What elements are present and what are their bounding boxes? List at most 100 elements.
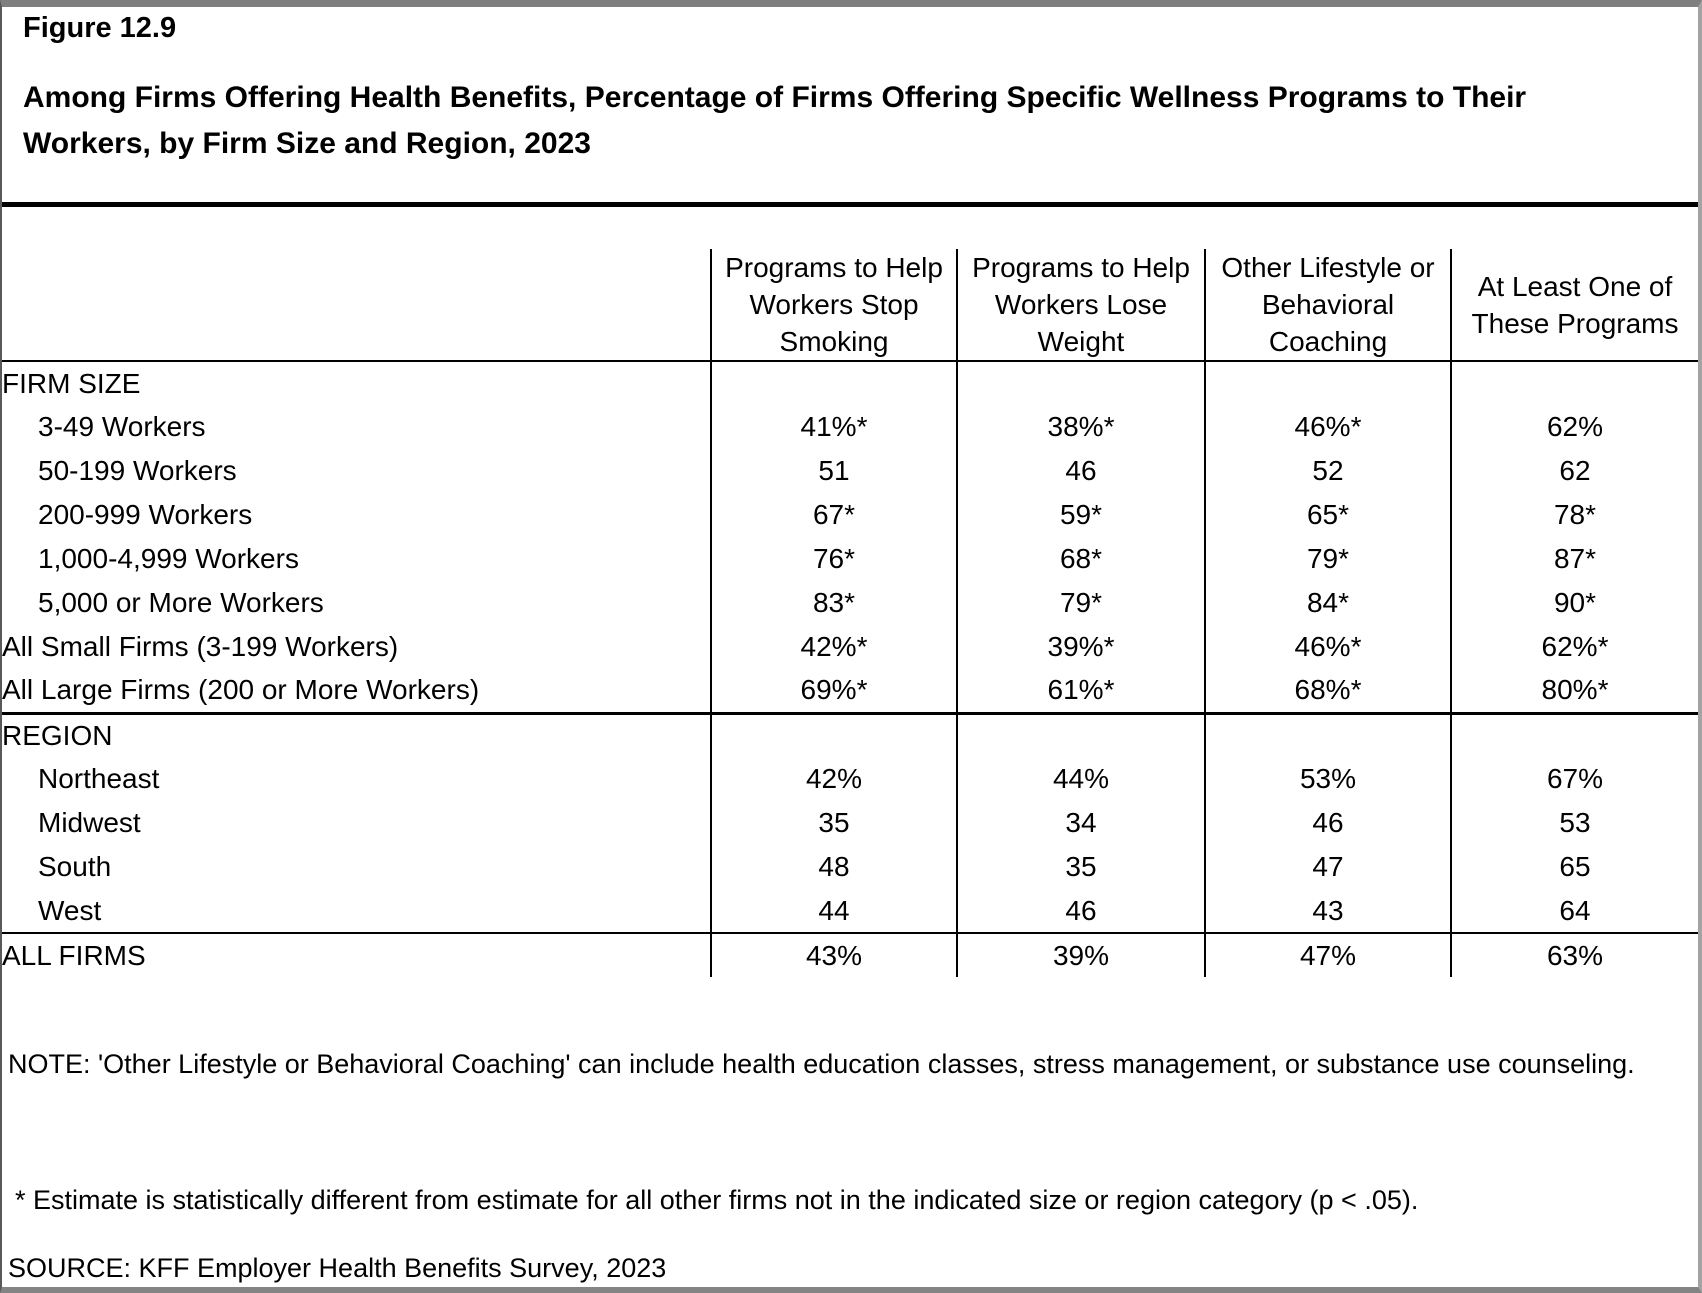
row-label: West — [38, 894, 102, 926]
row-label: ALL FIRMS — [2, 932, 711, 977]
value-cell — [710, 361, 957, 405]
value-cell: 42%* — [710, 625, 957, 669]
corner-cell — [2, 249, 711, 362]
figure-number: Figure 12.9 — [23, 12, 177, 44]
value-cell: 69%* — [710, 669, 957, 713]
row-label: 5,000 or More Workers — [38, 587, 324, 618]
value-cell: 46%* — [1204, 405, 1451, 449]
total-row: ALL FIRMS 43% 39% 47% 63% — [2, 932, 1698, 977]
value-cell: 44% — [956, 757, 1205, 801]
value-cell: 64 — [1450, 889, 1698, 933]
value-cell: 48 — [710, 845, 957, 889]
value-cell: 47% — [1204, 932, 1451, 977]
value-cell: 38%* — [956, 405, 1205, 449]
column-header-2: Programs to Help Workers Lose Weight — [956, 249, 1205, 362]
data-row: South 48 35 47 65 — [2, 845, 1698, 889]
value-cell: 46 — [956, 449, 1205, 493]
value-cell: 46 — [956, 889, 1205, 933]
row-label: 3-49 Workers — [38, 411, 206, 442]
value-cell — [956, 361, 1205, 405]
value-cell: 84* — [1204, 581, 1451, 625]
value-cell: 87* — [1450, 537, 1698, 581]
data-row: 50-199 Workers 51 46 52 62 — [2, 449, 1698, 493]
value-cell: 79* — [956, 581, 1205, 625]
row-label: Midwest — [38, 807, 141, 838]
row-label: FIRM SIZE — [2, 367, 141, 399]
data-row: 200-999 Workers 67* 59* 65* 78* — [2, 493, 1698, 537]
value-cell: 44 — [710, 889, 957, 933]
table-header: Programs to Help Workers Stop Smoking Pro… — [2, 249, 1698, 362]
value-cell: 53 — [1450, 801, 1698, 845]
value-cell — [1450, 711, 1698, 757]
data-row: Midwest 35 34 46 53 — [2, 801, 1698, 845]
value-cell — [1204, 361, 1451, 405]
value-cell: 46 — [1204, 801, 1451, 845]
value-cell: 67% — [1450, 757, 1698, 801]
section-header-row: FIRM SIZE — [2, 361, 1698, 405]
value-cell: 65* — [1204, 493, 1451, 537]
value-cell: 39%* — [956, 625, 1205, 669]
value-cell: 34 — [956, 801, 1205, 845]
value-cell: 61%* — [956, 669, 1205, 713]
value-cell: 62%* — [1450, 625, 1698, 669]
value-cell: 41%* — [710, 405, 957, 449]
value-cell: 47 — [1204, 845, 1451, 889]
value-cell — [956, 711, 1205, 757]
value-cell: 76* — [710, 537, 957, 581]
data-row: All Large Firms (200 or More Workers) 69%… — [2, 669, 1698, 713]
wellness-programs-table: Programs to Help Workers Stop Smoking Pro… — [2, 249, 1698, 977]
value-cell: 46%* — [1204, 625, 1451, 669]
value-cell: 43% — [710, 932, 957, 977]
value-cell — [1204, 711, 1451, 757]
row-label: Northeast — [38, 763, 160, 794]
row-label: 50-199 Workers — [38, 455, 237, 486]
column-header-3: Other Lifestyle or Behavioral Coaching — [1204, 249, 1451, 362]
value-cell: 39% — [956, 932, 1205, 977]
row-label: All Small Firms (3-199 Workers) — [2, 631, 399, 662]
value-cell — [710, 711, 957, 757]
value-cell — [1450, 361, 1698, 405]
row-label: 1,000-4,999 Workers — [38, 543, 299, 574]
value-cell: 62% — [1450, 405, 1698, 449]
table-body: FIRM SIZE 3-49 Workers 41%* 38%* 46%* 62% 50-1… — [2, 361, 1698, 977]
note-text: NOTE: 'Other Lifestyle or Behavioral Coa… — [8, 1049, 1635, 1079]
data-row: 1,000-4,999 Workers 76* 68* 79* 87* — [2, 537, 1698, 581]
column-header-1: Programs to Help Workers Stop Smoking — [710, 249, 957, 362]
value-cell: 80%* — [1450, 669, 1698, 713]
value-cell: 67* — [710, 493, 957, 537]
column-header-row: Programs to Help Workers Stop Smoking Pro… — [2, 249, 1698, 362]
value-cell: 83* — [710, 581, 957, 625]
value-cell: 42% — [710, 757, 957, 801]
value-cell: 78* — [1450, 493, 1698, 537]
data-row: 3-49 Workers 41%* 38%* 46%* 62% — [2, 405, 1698, 449]
figure-title: Among Firms Offering Health Benefits, Pe… — [23, 81, 1527, 160]
title-divider-rule — [2, 202, 1698, 207]
row-label: REGION — [2, 711, 711, 757]
value-cell: 52 — [1204, 449, 1451, 493]
value-cell: 35 — [710, 801, 957, 845]
value-cell: 43 — [1204, 889, 1451, 933]
row-label: All Large Firms (200 or More Workers) — [2, 674, 480, 706]
value-cell: 79* — [1204, 537, 1451, 581]
row-label: 200-999 Workers — [38, 499, 253, 530]
source-text: SOURCE: KFF Employer Health Benefits Sur… — [8, 1253, 667, 1283]
value-cell: 68* — [956, 537, 1205, 581]
value-cell: 53% — [1204, 757, 1451, 801]
section-header-row: REGION — [2, 711, 1698, 757]
data-row: 5,000 or More Workers 83* 79* 84* 90* — [2, 581, 1698, 625]
value-cell: 35 — [956, 845, 1205, 889]
row-label: South — [38, 851, 112, 882]
value-cell: 63% — [1450, 932, 1698, 977]
value-cell: 65 — [1450, 845, 1698, 889]
value-cell: 68%* — [1204, 669, 1451, 713]
value-cell: 90* — [1450, 581, 1698, 625]
value-cell: 51 — [710, 449, 957, 493]
asterisk-note-text: * Estimate is statistically different fr… — [15, 1185, 1419, 1215]
column-header-4: At Least One of These Programs — [1450, 249, 1698, 362]
value-cell: 62 — [1450, 449, 1698, 493]
data-row: Northeast 42% 44% 53% 67% — [2, 757, 1698, 801]
data-row: All Small Firms (3-199 Workers) 42%* 39%* 4… — [2, 625, 1698, 669]
data-row: West 44 46 43 64 — [2, 889, 1698, 933]
value-cell: 59* — [956, 493, 1205, 537]
